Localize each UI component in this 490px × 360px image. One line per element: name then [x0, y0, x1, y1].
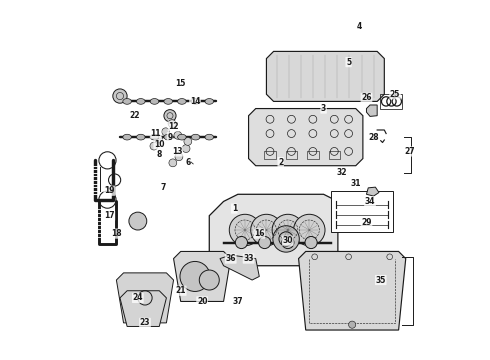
Text: 28: 28: [368, 132, 379, 141]
Bar: [307, 151, 318, 158]
Circle shape: [235, 237, 247, 249]
Circle shape: [113, 89, 127, 103]
Text: 31: 31: [350, 179, 361, 188]
Ellipse shape: [123, 134, 131, 140]
Circle shape: [175, 153, 183, 161]
Circle shape: [150, 142, 158, 150]
Ellipse shape: [150, 99, 159, 104]
Polygon shape: [367, 105, 377, 116]
Ellipse shape: [150, 134, 159, 140]
Text: 11: 11: [150, 129, 161, 138]
Ellipse shape: [177, 99, 186, 104]
Text: 33: 33: [244, 254, 254, 263]
Bar: [380, 94, 402, 109]
Text: 22: 22: [129, 111, 140, 120]
Circle shape: [184, 138, 192, 145]
Circle shape: [199, 270, 220, 290]
Text: 23: 23: [140, 318, 150, 327]
Ellipse shape: [164, 134, 172, 140]
Text: 32: 32: [336, 168, 347, 177]
Polygon shape: [173, 251, 231, 301]
Polygon shape: [120, 291, 167, 327]
Text: 4: 4: [357, 22, 362, 31]
Circle shape: [305, 237, 317, 249]
Circle shape: [129, 212, 147, 230]
Text: 2: 2: [278, 158, 283, 167]
Text: 8: 8: [157, 150, 162, 159]
Circle shape: [169, 159, 177, 167]
Circle shape: [164, 110, 176, 122]
Circle shape: [272, 214, 304, 246]
Ellipse shape: [137, 99, 145, 104]
Text: 27: 27: [404, 147, 415, 156]
Text: 7: 7: [160, 183, 166, 192]
Text: 37: 37: [233, 297, 243, 306]
Ellipse shape: [164, 99, 172, 104]
Text: 14: 14: [190, 97, 200, 106]
Circle shape: [182, 145, 190, 153]
Text: 6: 6: [185, 158, 191, 167]
Circle shape: [155, 135, 163, 143]
Polygon shape: [209, 194, 338, 266]
Text: 30: 30: [283, 236, 293, 245]
Circle shape: [251, 214, 282, 246]
Ellipse shape: [137, 134, 145, 140]
Ellipse shape: [123, 99, 131, 104]
Text: 3: 3: [321, 104, 326, 113]
Circle shape: [180, 261, 210, 292]
Bar: [264, 151, 276, 158]
Circle shape: [348, 321, 356, 328]
Bar: [286, 151, 297, 158]
Circle shape: [174, 131, 182, 139]
Text: 26: 26: [361, 93, 372, 102]
Text: 9: 9: [168, 132, 172, 141]
Text: 10: 10: [154, 140, 165, 149]
Polygon shape: [298, 251, 406, 330]
Bar: [331, 191, 393, 232]
Text: 5: 5: [346, 58, 351, 67]
Circle shape: [282, 237, 294, 249]
Text: 21: 21: [175, 286, 186, 295]
Text: 16: 16: [254, 229, 265, 238]
Text: 17: 17: [104, 211, 115, 220]
Circle shape: [273, 226, 299, 252]
Bar: [329, 151, 340, 158]
Text: 18: 18: [111, 229, 122, 238]
Text: 12: 12: [168, 122, 179, 131]
Circle shape: [168, 120, 176, 127]
Circle shape: [294, 214, 325, 246]
Circle shape: [229, 214, 261, 246]
Text: 29: 29: [361, 219, 372, 228]
Text: 35: 35: [375, 275, 386, 284]
Text: 1: 1: [232, 204, 237, 213]
Text: 19: 19: [104, 186, 115, 195]
Text: 25: 25: [390, 90, 400, 99]
Polygon shape: [367, 187, 379, 196]
Polygon shape: [248, 109, 363, 166]
Polygon shape: [117, 273, 173, 323]
Ellipse shape: [205, 99, 214, 104]
Text: 20: 20: [197, 297, 207, 306]
Text: 36: 36: [225, 254, 236, 263]
Ellipse shape: [191, 134, 200, 140]
Circle shape: [259, 237, 270, 249]
Text: 13: 13: [172, 147, 182, 156]
Polygon shape: [267, 51, 384, 102]
Ellipse shape: [177, 134, 186, 140]
Text: 24: 24: [133, 293, 143, 302]
Ellipse shape: [205, 134, 214, 140]
Text: 34: 34: [365, 197, 375, 206]
Ellipse shape: [191, 99, 200, 104]
Circle shape: [162, 128, 170, 136]
Polygon shape: [220, 255, 259, 280]
Text: 15: 15: [175, 79, 186, 88]
